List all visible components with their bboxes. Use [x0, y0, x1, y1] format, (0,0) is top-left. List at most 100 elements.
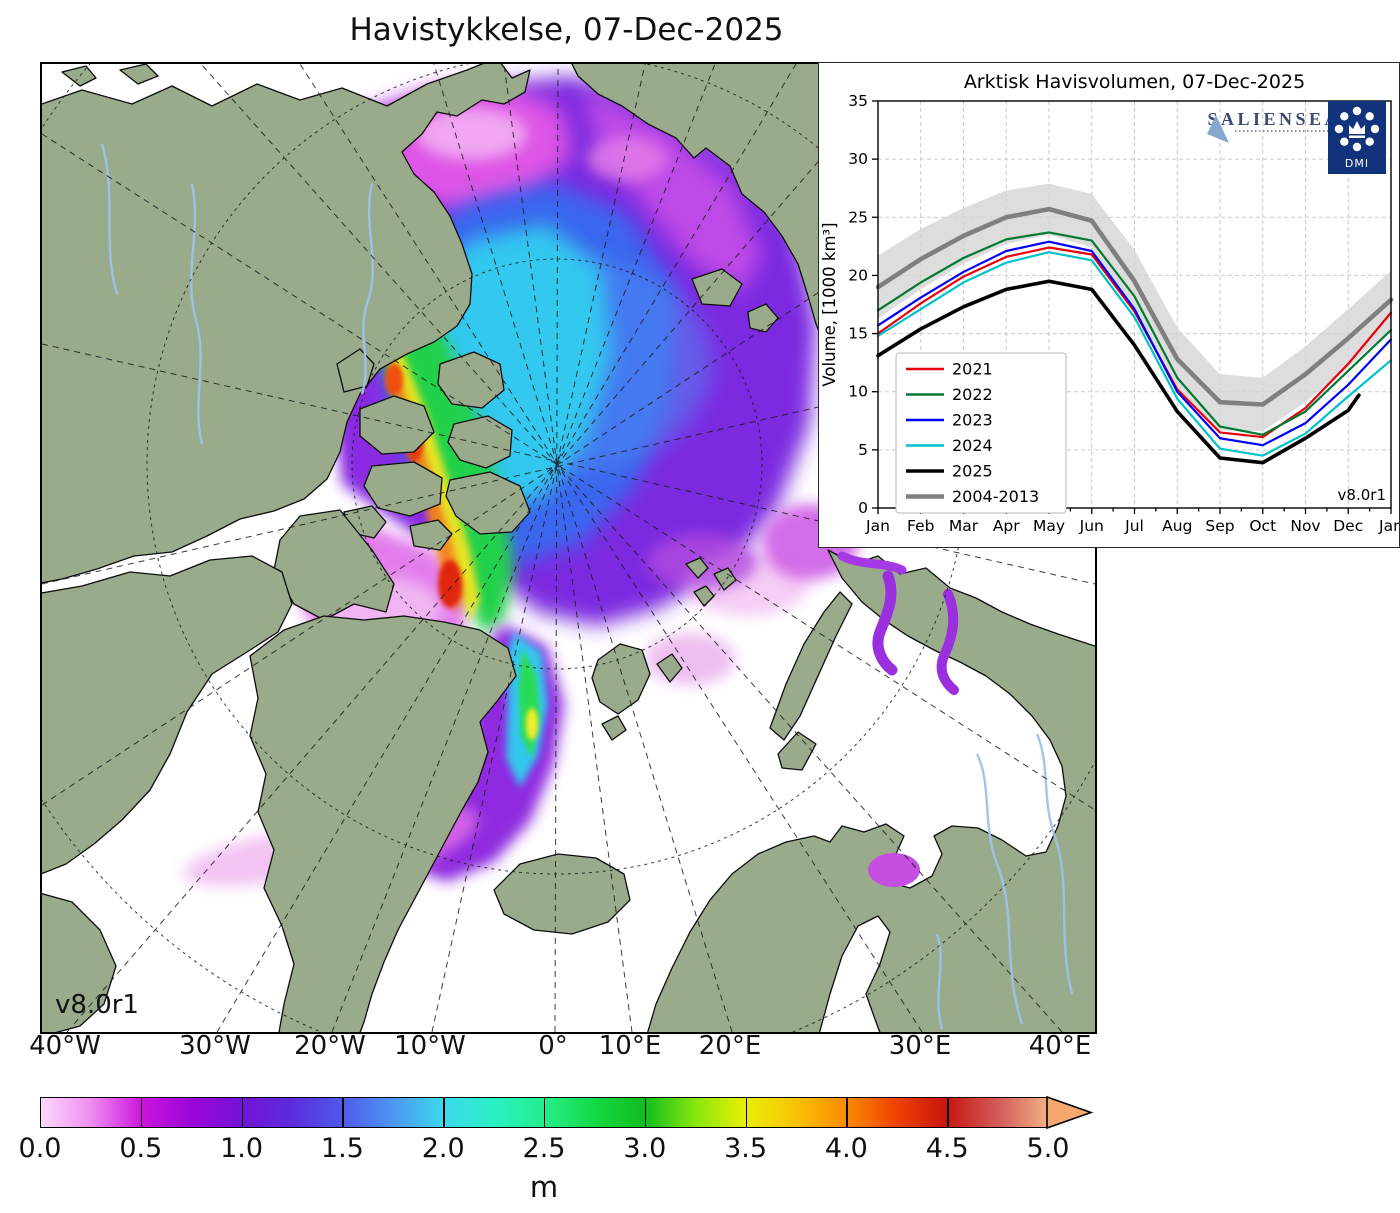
meridian-40e — [200, 64, 1063, 1032]
longitude-label: 30°E — [888, 1031, 952, 1061]
land-ellesmere-island — [445, 471, 531, 535]
river-ob — [975, 753, 1024, 1025]
dmi-logo-text: DMI — [1345, 157, 1369, 170]
longitude-label: 30°W — [179, 1031, 251, 1061]
colorbar-tick — [745, 1097, 747, 1128]
river-canada-1 — [190, 183, 204, 445]
x-tick-label: Dec — [1333, 517, 1363, 535]
land-iceland — [493, 853, 631, 935]
meridian-20w — [331, 64, 716, 1032]
colorbar-tick-label: 3.0 — [623, 1133, 667, 1164]
ice-wrangel-magenta — [587, 137, 667, 181]
legend-label-2025: 2025 — [952, 462, 993, 481]
map-version-label: v8.0r1 — [55, 990, 139, 1020]
land-top-islet-1 — [61, 65, 97, 87]
colorbar-tick-label: 0.5 — [119, 1133, 163, 1164]
ice-white-sea — [868, 853, 920, 887]
colorbar-tick — [846, 1097, 848, 1128]
colorbar-tick-label: 3.5 — [724, 1133, 768, 1164]
land-canada-mainland — [42, 555, 293, 875]
meridian-0 — [554, 64, 559, 1032]
volume-chart-inset: Jan Feb Mar Apr May Jun Jul Aug Sep Oct Nov Dec Jan 0… — [818, 62, 1400, 548]
y-tick-label: 30 — [848, 150, 868, 168]
river-canada-2 — [100, 143, 119, 295]
land-greenland — [249, 615, 517, 1032]
salienseas-sail-icon — [1207, 115, 1229, 143]
land-top-islet-2 — [119, 64, 159, 85]
land-svalbard-south — [601, 715, 627, 741]
figure-title: Havistykkelse, 07-Dec-2025 — [349, 12, 784, 48]
colorbar-tick-label: 1.5 — [320, 1133, 364, 1164]
land-north-america — [42, 64, 531, 584]
ice-kara-channel — [837, 551, 907, 575]
x-tick-label: Aug — [1162, 517, 1192, 535]
latitude-circle-80n — [351, 258, 763, 670]
x-tick-label: May — [1033, 517, 1065, 535]
colorbar-tick-label: 4.0 — [824, 1133, 868, 1164]
colorbar-tick — [443, 1097, 445, 1128]
colorbar-tick-label: 5.0 — [1026, 1133, 1070, 1164]
y-tick-label: 25 — [848, 208, 868, 226]
legend-label-2021: 2021 — [952, 360, 993, 379]
land-arctic-island-3 — [363, 461, 443, 517]
land-franz-josef-2 — [713, 567, 737, 591]
y-tick-label: 15 — [848, 325, 868, 343]
series-line-2022 — [876, 231, 1393, 436]
chart-watermark: v8.0r1 — [1338, 486, 1386, 504]
longitude-label: 0° — [538, 1031, 568, 1061]
colorbar-tick — [947, 1097, 949, 1128]
series-line-2025 — [876, 279, 1361, 465]
salienseas-logo: SALIENSEAS — [1207, 109, 1359, 143]
longitude-label: 20°W — [294, 1031, 366, 1061]
land-novaya-zemlya-south — [777, 731, 817, 771]
land-chukotka-siberia — [571, 64, 821, 335]
x-tick-label: Jun — [1079, 517, 1104, 535]
meridian-east-2 — [42, 343, 1095, 585]
y-tick-label: 10 — [848, 383, 868, 401]
river-mackenzie — [360, 183, 374, 395]
x-tick-label: Mar — [949, 517, 979, 535]
longitude-label: 40°E — [1028, 1031, 1092, 1061]
land-franz-josef-3 — [693, 585, 715, 607]
chart-legend: 2021 2022 2023 2024 2025 2004-2013 — [895, 352, 1067, 514]
colorbar-tick-label: 2.0 — [421, 1133, 465, 1164]
dmi-logo: DMI — [1328, 101, 1386, 174]
ice-svalbard-pale — [645, 633, 735, 685]
dmi-crown-icon — [1349, 121, 1365, 138]
longitude-label: 10°W — [394, 1031, 466, 1061]
land-russia-scandinavia — [647, 549, 1095, 1032]
ice-ob-gulf — [872, 570, 898, 676]
colorbar-arrow-tip — [1046, 1095, 1094, 1130]
x-tick-label: Apr — [993, 517, 1020, 535]
river-europe — [935, 933, 944, 1030]
meridian-30w — [216, 64, 797, 1032]
chart-ylabel: Volume, [1000 km³] — [820, 222, 839, 386]
colorbar-tick-label: 1.0 — [220, 1133, 264, 1164]
y-tick-label: 0 — [858, 499, 868, 517]
chart-ticks — [872, 100, 1392, 514]
salienseas-logo-text: SALIENSEAS — [1207, 109, 1354, 129]
meridian-30e — [299, 64, 923, 1032]
ice-yenisei-gulf — [936, 589, 959, 695]
colorbar-unit-label: m — [529, 1170, 559, 1204]
map-canvas — [42, 64, 1095, 1032]
land-svalbard — [591, 643, 651, 715]
x-tick-label: Oct — [1249, 517, 1276, 535]
colorbar-tick — [241, 1097, 243, 1128]
series-line-2004-2013 — [875, 206, 1394, 407]
meridian-40w — [66, 64, 904, 1032]
meridian-10e — [503, 64, 633, 1032]
x-tick-label: Feb — [907, 517, 934, 535]
colorbar-arrow — [1046, 1095, 1094, 1130]
landmasses — [42, 64, 1095, 1032]
legend-label-2022: 2022 — [952, 385, 993, 404]
land-new-siberian-2 — [747, 303, 779, 333]
legend-label-2024: 2024 — [952, 436, 993, 455]
series-line-2023 — [876, 240, 1393, 447]
ice-bering-pale — [417, 108, 527, 160]
y-tick-label: 20 — [848, 266, 868, 284]
volume-chart-canvas: Jan Feb Mar Apr May Jun Jul Aug Sep Oct Nov Dec Jan0… — [820, 71, 1400, 535]
longitude-label: 40°W — [29, 1031, 101, 1061]
colorbar-tick — [644, 1097, 647, 1128]
land-novaya-zemlya-north — [769, 591, 853, 741]
